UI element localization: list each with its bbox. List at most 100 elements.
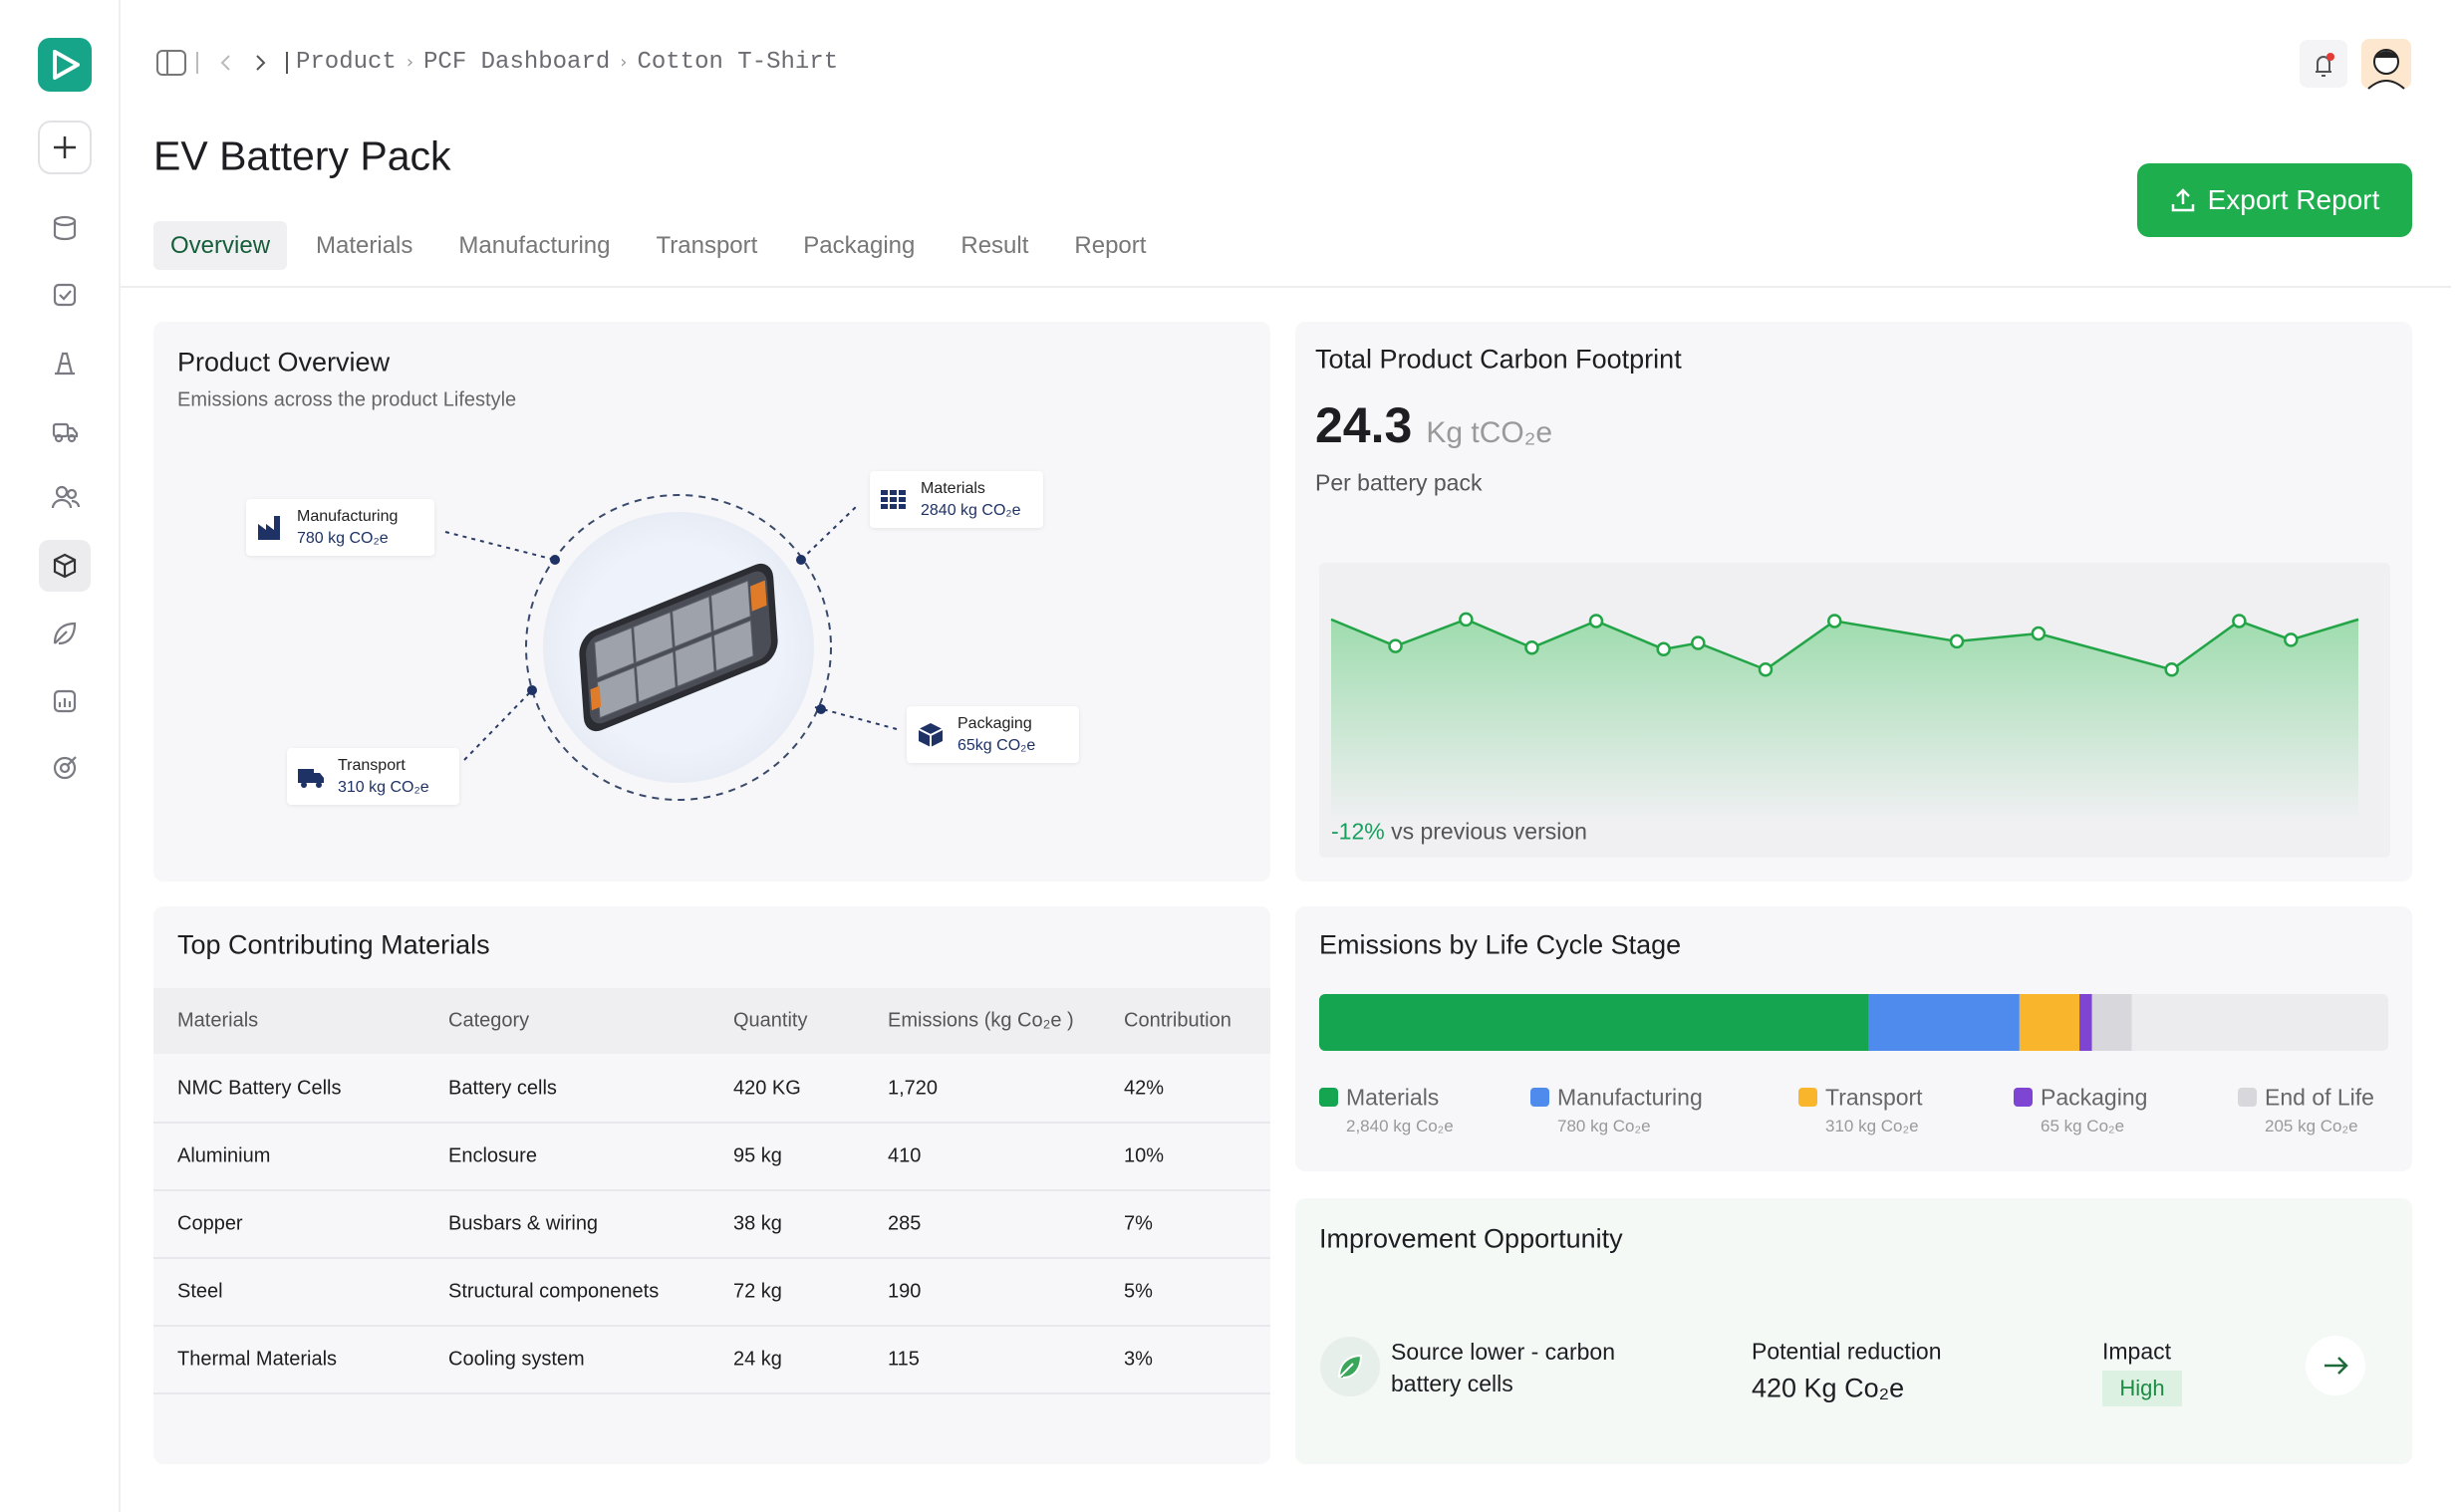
table-cell: Steel [177,1280,223,1303]
legend-swatch [2238,1088,2257,1107]
legend-label: Packaging [2041,1084,2148,1111]
next-button[interactable] [2304,1334,2367,1397]
tab[interactable]: Result [960,232,1029,259]
nav-icon[interactable] [53,215,77,227]
column-header: Materials [177,1009,259,1032]
divider [120,286,2451,288]
stage-value: 2840 kg CO₂e [921,502,1021,519]
column-header: Category [448,1009,530,1032]
table-cell: Structural componenets [448,1280,660,1303]
table-cell: 10% [1124,1144,1165,1167]
column-header: Quantity [733,1009,808,1032]
change-row: -12% vs previous version [1331,819,1587,846]
header-icons [156,50,288,76]
table-cell: 38 kg [733,1212,782,1235]
nav-icon[interactable] [55,352,75,376]
stage-name: Transport [338,757,406,774]
table-cell: Thermal Materials [177,1348,338,1371]
legend-label: End of Life [2265,1084,2374,1111]
table-cell: 7% [1124,1212,1153,1235]
nav-icon[interactable] [53,756,77,780]
chart-area: -12% vs previous version [1319,563,2390,858]
stage-label: Transport 310 kg CO₂e [287,748,459,805]
breadcrumb-item[interactable]: Cotton T-Shirt [637,49,839,76]
stage-label: Materials 2840 kg CO₂e [870,471,1043,528]
nav-icon[interactable] [52,422,70,438]
bar-segment [2091,994,2132,1051]
nav-icon[interactable] [55,485,69,499]
bar-segment [1868,994,2020,1051]
row-divider [153,1122,1270,1124]
export-label: Export Report [2207,184,2380,215]
trend-point [1758,662,1774,677]
trend-point [2164,662,2179,677]
column-header: Emissions (kg Co₂e ) [888,1009,1074,1032]
column-header: Contribution [1124,1009,1231,1032]
breadcrumb: Product › PCF Dashboard › Cotton T-Shirt [296,49,838,77]
page-title: EV Battery Pack [153,132,451,179]
table-cell: 95 kg [733,1144,782,1167]
table-cell: 5% [1124,1280,1153,1303]
table-cell: 410 [888,1144,922,1167]
table-cell: 3% [1124,1348,1153,1371]
trend-point [1459,612,1474,628]
nav-icon[interactable] [53,622,77,645]
card-title: Total Product Carbon Footprint [1315,344,1682,375]
table-cell: NMC Battery Cells [177,1077,342,1100]
trend-point [1524,639,1539,655]
legend-swatch [2014,1088,2033,1107]
footprint-value: 24.3 [1315,397,1413,453]
stage-label: Packaging 65kg CO₂e [907,706,1079,763]
lifecycle-card: Emissions by Life Cycle Stage Materials 2… [1295,906,2412,1171]
tab[interactable]: Transport [656,232,758,259]
footprint-unit: Kg tCO₂e [1426,416,1553,449]
logo[interactable] [38,38,92,92]
tab[interactable]: Materials [316,232,413,259]
trend-point [1388,638,1403,653]
forward-button[interactable] [256,52,288,74]
row-divider [153,1392,1270,1394]
tab[interactable]: Manufacturing [458,232,611,259]
breadcrumb-item[interactable]: Product [296,49,397,76]
stage-name: Materials [921,480,985,497]
table-cell: Aluminium [177,1144,271,1167]
breadcrumb-item[interactable]: PCF Dashboard [423,49,611,76]
tab[interactable]: Packaging [803,232,916,259]
trend-point [1949,633,1965,649]
tab[interactable]: Overview [153,221,288,270]
impact-badge: High [2102,1371,2182,1406]
export-button[interactable]: Export Report [2137,163,2412,237]
table-cell: Cooling system [448,1348,585,1371]
table-cell: Copper [177,1212,243,1235]
materials-card: Top Contributing Materials Materials Cate… [153,906,1270,1464]
table-cell: 190 [888,1280,922,1303]
sidebar-toggle[interactable] [156,50,186,76]
change-value: -12% [1331,818,1385,845]
nav-icon[interactable] [53,283,77,307]
back-button[interactable] [196,52,230,74]
export-icon [2171,188,2194,212]
nav-icon[interactable] [53,689,77,713]
impact-label: Impact [2102,1338,2172,1365]
reduction-label: Potential reduction [1752,1338,1942,1365]
stage-name: Manufacturing [297,508,399,525]
stage-label: Manufacturing 780 kg CO₂e [246,499,434,556]
header-right [2300,39,2411,90]
legend-value: 310 kg Co₂e [1825,1117,1919,1135]
table-cell: 1,720 [888,1077,939,1100]
legend-value: 780 kg Co₂e [1557,1117,1651,1135]
notifications[interactable] [2300,40,2347,88]
table-cell: 420 KG [733,1077,801,1100]
row-divider [153,1325,1270,1327]
stacked-bar [1319,994,2388,1051]
legend-label: Manufacturing [1557,1084,1703,1111]
stage-icon [298,769,324,788]
tab[interactable]: Report [1074,232,1147,259]
trend-point [1827,614,1842,629]
crumb-separator: › [406,52,414,73]
diagram [444,494,898,801]
legend-label: Transport [1825,1084,1923,1111]
legend-value: 65 kg Co₂e [2041,1117,2125,1135]
stage-value: 780 kg CO₂e [297,530,389,547]
